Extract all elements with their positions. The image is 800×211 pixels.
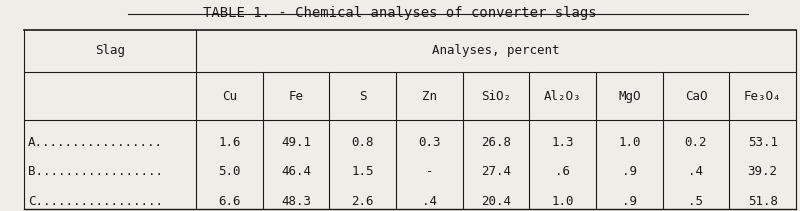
- Text: TABLE 1. - Chemical analyses of converter slags: TABLE 1. - Chemical analyses of converte…: [203, 6, 597, 20]
- Text: 1.0: 1.0: [551, 195, 574, 208]
- Text: .4: .4: [422, 195, 437, 208]
- Text: .9: .9: [622, 195, 637, 208]
- Text: B.................: B.................: [28, 165, 163, 179]
- Text: S: S: [359, 89, 366, 103]
- Text: 46.4: 46.4: [281, 165, 311, 179]
- Text: Analyses, percent: Analyses, percent: [432, 44, 560, 57]
- Text: 27.4: 27.4: [481, 165, 511, 179]
- Text: .6: .6: [555, 165, 570, 179]
- Text: 20.4: 20.4: [481, 195, 511, 208]
- Text: 53.1: 53.1: [748, 136, 778, 149]
- Text: 48.3: 48.3: [281, 195, 311, 208]
- Text: 1.6: 1.6: [218, 136, 241, 149]
- Text: 0.3: 0.3: [418, 136, 441, 149]
- Text: 1.5: 1.5: [351, 165, 374, 179]
- Text: 1.3: 1.3: [551, 136, 574, 149]
- Text: 5.0: 5.0: [218, 165, 241, 179]
- Text: SiO₂: SiO₂: [481, 89, 511, 103]
- Text: 2.6: 2.6: [351, 195, 374, 208]
- Text: 39.2: 39.2: [748, 165, 778, 179]
- Text: 6.6: 6.6: [218, 195, 241, 208]
- Text: 51.8: 51.8: [748, 195, 778, 208]
- Text: -: -: [426, 165, 433, 179]
- Text: .4: .4: [689, 165, 703, 179]
- Text: Slag: Slag: [95, 44, 125, 57]
- Text: Fe₃O₄: Fe₃O₄: [744, 89, 782, 103]
- Text: 49.1: 49.1: [281, 136, 311, 149]
- Text: 0.8: 0.8: [351, 136, 374, 149]
- Text: 1.0: 1.0: [618, 136, 641, 149]
- Text: CaO: CaO: [685, 89, 707, 103]
- Text: Fe: Fe: [289, 89, 303, 103]
- Text: 0.2: 0.2: [685, 136, 707, 149]
- Text: MgO: MgO: [618, 89, 641, 103]
- Text: Al₂O₃: Al₂O₃: [544, 89, 582, 103]
- Text: 26.8: 26.8: [481, 136, 511, 149]
- Text: Zn: Zn: [422, 89, 437, 103]
- Text: Cu: Cu: [222, 89, 237, 103]
- Text: A.................: A.................: [28, 136, 163, 149]
- Text: .5: .5: [689, 195, 703, 208]
- Text: C.................: C.................: [28, 195, 163, 208]
- Text: .9: .9: [622, 165, 637, 179]
